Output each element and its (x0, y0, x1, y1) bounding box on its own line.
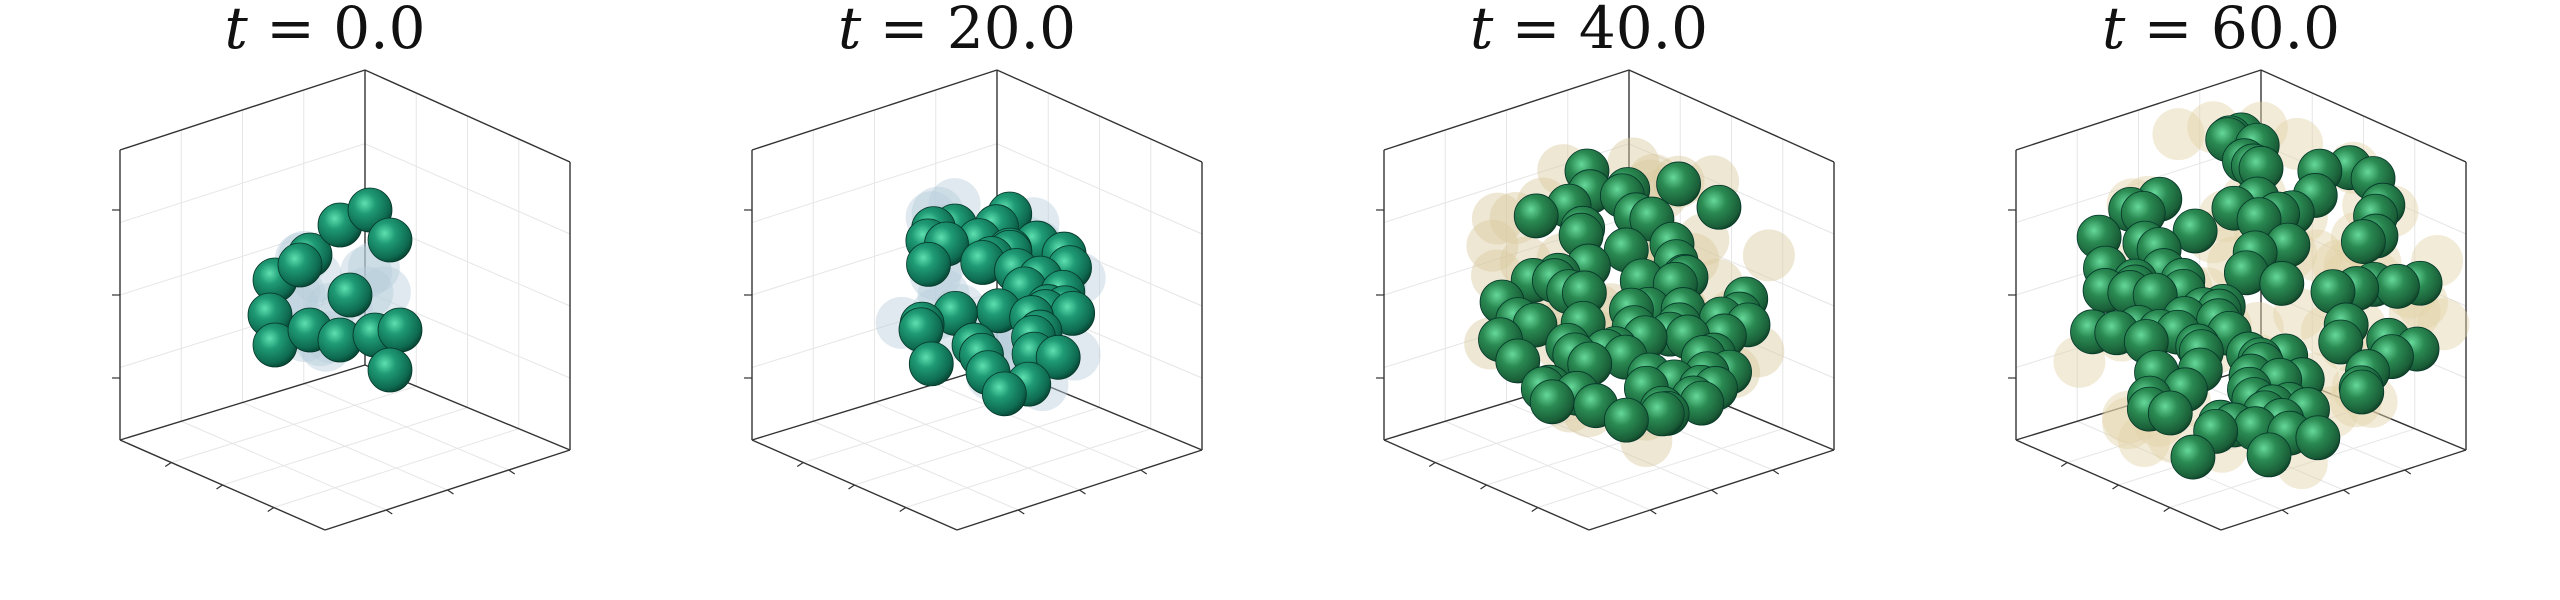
y-tick (2281, 509, 2289, 515)
panel-3: t = 40.0 (1376, 0, 1835, 531)
x-tick (1531, 507, 1539, 512)
title-variable: t (2102, 0, 2126, 62)
cell-sphere (906, 241, 951, 287)
x-tick (899, 507, 907, 512)
y-tick (1772, 469, 1780, 475)
cell-sphere (2147, 390, 2193, 436)
title-variable: t (1470, 0, 1494, 62)
background-cell (1742, 229, 1795, 282)
grid-line (273, 428, 519, 508)
axis-edge (751, 364, 998, 441)
title-value: 20.0 (947, 0, 1076, 62)
axis-edge (364, 69, 571, 163)
title-value: 60.0 (2211, 0, 2340, 62)
grid-line (1537, 428, 1783, 508)
cell-sphere (2318, 319, 2364, 365)
panel-title: t = 60.0 (2102, 0, 2340, 62)
cell-sphere (2172, 208, 2218, 254)
cell-sphere (2259, 261, 2305, 306)
x-tick (2163, 507, 2171, 512)
x-tick (796, 462, 804, 467)
cell-sphere (1604, 397, 1649, 443)
x-tick (848, 484, 855, 490)
title-equals: = (861, 0, 946, 62)
cell-sphere (327, 272, 373, 318)
axis-edge (119, 364, 366, 441)
axis-edge (1628, 69, 1835, 163)
cell-cluster (247, 187, 423, 393)
cell-sphere (2375, 263, 2420, 309)
axis-edge (751, 69, 998, 151)
y-tick (1140, 469, 1148, 475)
title-equals: = (1493, 0, 1578, 62)
y-tick (385, 509, 393, 515)
y-tick (1711, 489, 1718, 495)
y-tick (1649, 509, 1657, 515)
cell-cluster (875, 178, 1106, 417)
panel-1: t = 0.0 (112, 0, 571, 531)
cell-sphere (981, 371, 1027, 417)
x-tick (2112, 484, 2119, 490)
background-cell (1471, 192, 1524, 245)
x-tick (2060, 462, 2068, 467)
cell-sphere (908, 341, 954, 387)
cell-sphere (1656, 161, 1701, 207)
x-tick (164, 462, 172, 467)
grid-line (2169, 428, 2415, 508)
cell-sphere (1035, 334, 1081, 380)
panel-title: t = 20.0 (838, 0, 1076, 62)
cell-sphere (2246, 432, 2292, 478)
title-variable: t (224, 0, 248, 62)
y-tick (508, 469, 516, 475)
grid-line (119, 290, 366, 368)
panel-title: t = 40.0 (1470, 0, 1708, 62)
cell-sphere (367, 347, 413, 393)
axis-edge (1383, 69, 1630, 151)
cell-sphere (367, 217, 413, 263)
axis-edge (996, 69, 1203, 163)
axis-edge (119, 69, 366, 151)
y-tick (1017, 509, 1025, 515)
x-tick (1428, 462, 1436, 467)
panel-4: t = 60.0 (2008, 0, 2470, 531)
cell-sphere (1529, 379, 1575, 425)
x-tick (267, 507, 275, 512)
cell-sphere (277, 242, 323, 288)
cell-sphere (2339, 369, 2385, 415)
grid-line (222, 407, 468, 486)
panel-2: t = 20.0 (744, 0, 1203, 531)
cell-cluster (1464, 137, 1795, 467)
grid-line (905, 428, 1151, 508)
y-tick (1079, 489, 1086, 495)
cell-sphere (377, 307, 423, 353)
title-value: 0.0 (333, 0, 425, 62)
axis-edge (2015, 69, 2262, 151)
cell-sphere (2170, 434, 2216, 480)
y-tick (447, 489, 454, 495)
grid-line (303, 383, 509, 471)
axis-edge (2260, 69, 2467, 163)
title-equals: = (248, 0, 333, 62)
y-tick (2404, 469, 2412, 475)
cell-sphere (1696, 184, 1742, 230)
cell-sphere (2295, 415, 2341, 461)
cell-cluster (2053, 101, 2470, 490)
title-value: 40.0 (1579, 0, 1708, 62)
background-cell (2152, 108, 2205, 161)
cell-sphere (1513, 193, 1559, 239)
grid-line (935, 383, 1141, 471)
panel-title: t = 0.0 (224, 0, 425, 62)
x-tick (1480, 484, 1487, 490)
title-variable: t (838, 0, 862, 62)
cell-sphere (2340, 219, 2386, 264)
background-cell (1466, 219, 1519, 272)
grid-line (364, 290, 571, 379)
title-equals: = (2125, 0, 2210, 62)
x-tick (216, 484, 223, 490)
grid-line (854, 407, 1100, 486)
background-cell (358, 266, 411, 319)
y-tick (2343, 489, 2350, 495)
